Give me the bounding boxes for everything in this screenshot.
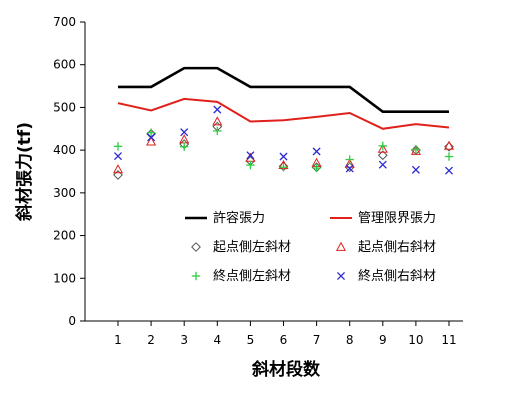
x-axis-title: 斜材段数 — [251, 359, 321, 380]
x-tick-label: 1 — [114, 333, 122, 347]
data-point-b — [411, 165, 420, 174]
x-tick-label: 9 — [379, 333, 387, 347]
data-point-b — [279, 152, 288, 161]
data-point — [113, 142, 123, 151]
y-tick-label: 200 — [53, 229, 76, 243]
data-point — [444, 152, 454, 161]
data-point — [345, 155, 354, 164]
axes — [80, 21, 463, 326]
data-point — [246, 151, 255, 160]
data-point — [213, 126, 222, 136]
legend-label: 許容張力 — [213, 210, 265, 226]
data-point — [410, 145, 421, 155]
legend-swatch — [191, 242, 201, 252]
y-tick-label: 700 — [53, 15, 76, 29]
legend-item: 終点側左斜材 — [191, 268, 291, 284]
data-point — [344, 158, 355, 168]
x-tick-labels: 1 2 3 4 5 6 7 8 9 10 11 — [114, 333, 456, 347]
data-point — [146, 128, 156, 137]
x-tick-label: 10 — [408, 333, 423, 347]
legend-label: 起点側右斜材 — [358, 240, 436, 255]
data-point — [345, 164, 354, 173]
y-tick-label: 400 — [53, 143, 76, 157]
data-point — [312, 147, 321, 156]
data-point — [411, 165, 420, 174]
y-tick-labels: 0 100 200 300 400 500 600 700 — [53, 15, 76, 328]
legend-item: 起点側右斜材 — [335, 240, 436, 255]
data-point — [180, 142, 189, 151]
legend-item: 許容張力 — [185, 210, 265, 226]
data-point — [246, 160, 255, 170]
x-tick-label: 8 — [346, 333, 354, 347]
legend-item: 終点側右斜材 — [336, 268, 436, 284]
x-tick-label: 3 — [180, 333, 188, 347]
data-point-b — [444, 166, 454, 175]
series-line — [117, 97, 450, 130]
x-tick-label: 7 — [313, 333, 321, 347]
data-point — [443, 140, 455, 150]
data-point — [279, 152, 288, 161]
data-point-b — [246, 151, 255, 160]
data-point — [377, 150, 388, 161]
data-point — [212, 116, 223, 126]
x-tick-label: 2 — [147, 333, 155, 347]
data-point — [444, 141, 454, 152]
series-6 — [113, 105, 454, 175]
y-tick-label: 600 — [53, 58, 76, 72]
legend-label: 終点側左斜材 — [213, 268, 291, 284]
x-tick-label: 6 — [280, 333, 288, 347]
y-tick-label: 100 — [53, 271, 76, 285]
series-layer — [112, 66, 455, 180]
data-point — [312, 163, 321, 173]
series-1 — [118, 66, 449, 113]
data-point — [113, 152, 123, 161]
y-axis-title: 斜材張力(tf) — [14, 122, 35, 222]
y-tick-label: 300 — [53, 186, 76, 200]
legend-swatch — [336, 271, 346, 281]
y-tick-label: 500 — [53, 100, 76, 114]
legend-label: 終点側右斜材 — [358, 268, 436, 284]
series-line — [118, 66, 449, 113]
data-point — [378, 141, 387, 151]
data-point — [411, 145, 421, 154]
data-point — [147, 133, 156, 142]
data-point — [279, 163, 288, 172]
x-tick-label: 4 — [213, 333, 221, 347]
data-point-b — [312, 147, 321, 156]
data-point-b — [345, 164, 354, 173]
legend-label: 起点側左斜材 — [213, 240, 291, 255]
series-2 — [117, 97, 450, 130]
data-point — [179, 134, 190, 144]
x-tick-label: 5 — [247, 333, 255, 347]
legend-label: 管理限界張力 — [358, 211, 436, 226]
data-point-b — [213, 105, 222, 114]
series-5 — [113, 126, 454, 173]
data-point — [378, 160, 387, 169]
legend-swatch-b — [336, 271, 346, 281]
legend-item: 起点側左斜材 — [191, 240, 291, 255]
data-point-b — [378, 160, 387, 169]
y-tick-label: 0 — [68, 314, 76, 328]
data-point — [377, 143, 388, 153]
legend-swatch — [191, 271, 201, 281]
data-point-b — [113, 152, 123, 161]
data-point — [146, 136, 157, 146]
data-point-b — [147, 133, 156, 142]
data-point — [180, 128, 189, 137]
data-point — [112, 164, 124, 174]
legend-swatch — [335, 241, 347, 251]
legend-item: 管理限界張力 — [330, 211, 436, 226]
data-point — [444, 166, 454, 175]
x-tick-label: 11 — [441, 333, 456, 347]
data-point — [213, 105, 222, 114]
data-point-b — [180, 128, 189, 137]
data-point — [113, 170, 123, 180]
